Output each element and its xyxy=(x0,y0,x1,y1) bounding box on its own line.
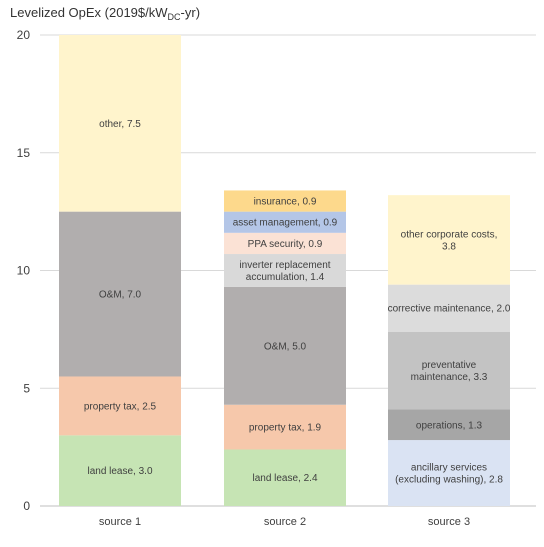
bar-segment xyxy=(388,440,510,506)
bar-segment xyxy=(224,286,346,405)
data-label: property tax, 1.9 xyxy=(249,423,322,434)
data-label: land lease, 2.4 xyxy=(252,473,317,484)
data-label: O&M, 5.0 xyxy=(264,341,307,352)
data-label: preventative maintenance, 3.3 xyxy=(411,360,488,383)
bar-segment xyxy=(224,211,346,233)
data-label-line: accumulation, 1.4 xyxy=(246,272,325,283)
bar-segment xyxy=(59,376,181,436)
data-label-line: maintenance, 3.3 xyxy=(411,372,488,383)
y-tick-label: 5 xyxy=(23,381,30,395)
data-label: other corporate costs, 3.8 xyxy=(401,229,498,252)
x-category-label: source 1 xyxy=(99,516,141,528)
bar-segment xyxy=(388,331,510,410)
data-label: O&M, 7.0 xyxy=(99,290,142,301)
y-tick-label: 20 xyxy=(17,28,31,42)
data-label-line: O&M, 5.0 xyxy=(264,341,307,352)
title-subscript: DC xyxy=(168,12,181,22)
title-prefix: Levelized OpEx (2019$/kW xyxy=(10,5,168,20)
data-label: PPA security, 0.9 xyxy=(248,239,323,250)
data-label: ancillary services (excluding washing), 2… xyxy=(395,463,503,486)
data-label-line: operations, 1.3 xyxy=(416,420,483,431)
data-label-line: 3.8 xyxy=(442,241,456,252)
y-tick-label: 10 xyxy=(17,264,31,278)
bar-segment xyxy=(224,449,346,506)
data-label-line: property tax, 2.5 xyxy=(84,401,157,412)
bar-segment xyxy=(59,435,181,506)
data-label: insurance, 0.9 xyxy=(254,197,317,208)
bar-segment xyxy=(388,284,510,332)
bars-layer: land lease, 3.0 property tax, 2.5 O&M, 7.0… xyxy=(59,35,511,506)
data-label-line: other corporate costs, xyxy=(401,229,498,240)
bar-segment xyxy=(59,211,181,377)
bar-segment xyxy=(224,404,346,450)
data-label-line: preventative xyxy=(422,360,477,371)
data-label-line: PPA security, 0.9 xyxy=(248,239,323,250)
data-label: other, 7.5 xyxy=(99,119,141,130)
y-tick-label: 0 xyxy=(23,499,30,513)
data-label-line: inverter replacement xyxy=(239,260,330,271)
data-label: land lease, 3.0 xyxy=(87,466,152,477)
bar-segment xyxy=(388,409,510,441)
axis-layer: 0 5 10 15 20 source 1 source 2 source 3 xyxy=(17,28,470,528)
data-label: inverter replacement accumulation, 1.4 xyxy=(239,260,330,283)
bar-segment xyxy=(224,190,346,212)
data-label-line: insurance, 0.9 xyxy=(254,197,317,208)
data-label: asset management, 0.9 xyxy=(233,218,338,229)
bar-segment xyxy=(388,195,510,285)
data-label-line: land lease, 3.0 xyxy=(87,466,152,477)
bar-segment xyxy=(224,254,346,287)
data-label: operations, 1.3 xyxy=(416,420,483,431)
data-label: corrective maintenance, 2.0 xyxy=(388,304,511,315)
data-label-line: asset management, 0.9 xyxy=(233,218,338,229)
y-tick-label: 15 xyxy=(17,146,31,160)
x-category-label: source 3 xyxy=(428,516,470,528)
data-label-line: (excluding washing), 2.8 xyxy=(395,475,503,486)
data-label-line: ancillary services xyxy=(411,463,487,474)
data-label-line: corrective maintenance, 2.0 xyxy=(388,304,511,315)
bar-segment xyxy=(224,232,346,255)
data-label-line: other, 7.5 xyxy=(99,119,141,130)
title-suffix: -yr) xyxy=(181,5,201,20)
data-label: property tax, 2.5 xyxy=(84,401,157,412)
chart-title: Levelized OpEx (2019$/kWDC-yr) xyxy=(10,5,200,22)
data-label-line: land lease, 2.4 xyxy=(252,473,317,484)
data-label-line: property tax, 1.9 xyxy=(249,423,322,434)
bar-segment xyxy=(59,35,181,212)
data-label-line: O&M, 7.0 xyxy=(99,290,142,301)
x-category-label: source 2 xyxy=(264,516,306,528)
